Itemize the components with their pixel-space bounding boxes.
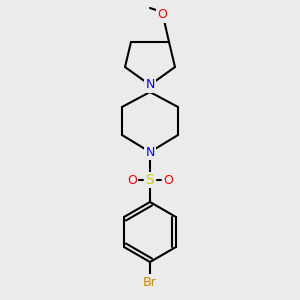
Text: O: O xyxy=(157,8,167,22)
Text: Br: Br xyxy=(143,275,157,289)
Text: O: O xyxy=(127,173,137,187)
Text: N: N xyxy=(145,79,155,92)
Text: N: N xyxy=(145,146,155,158)
Text: S: S xyxy=(146,173,154,187)
Text: O: O xyxy=(163,173,173,187)
